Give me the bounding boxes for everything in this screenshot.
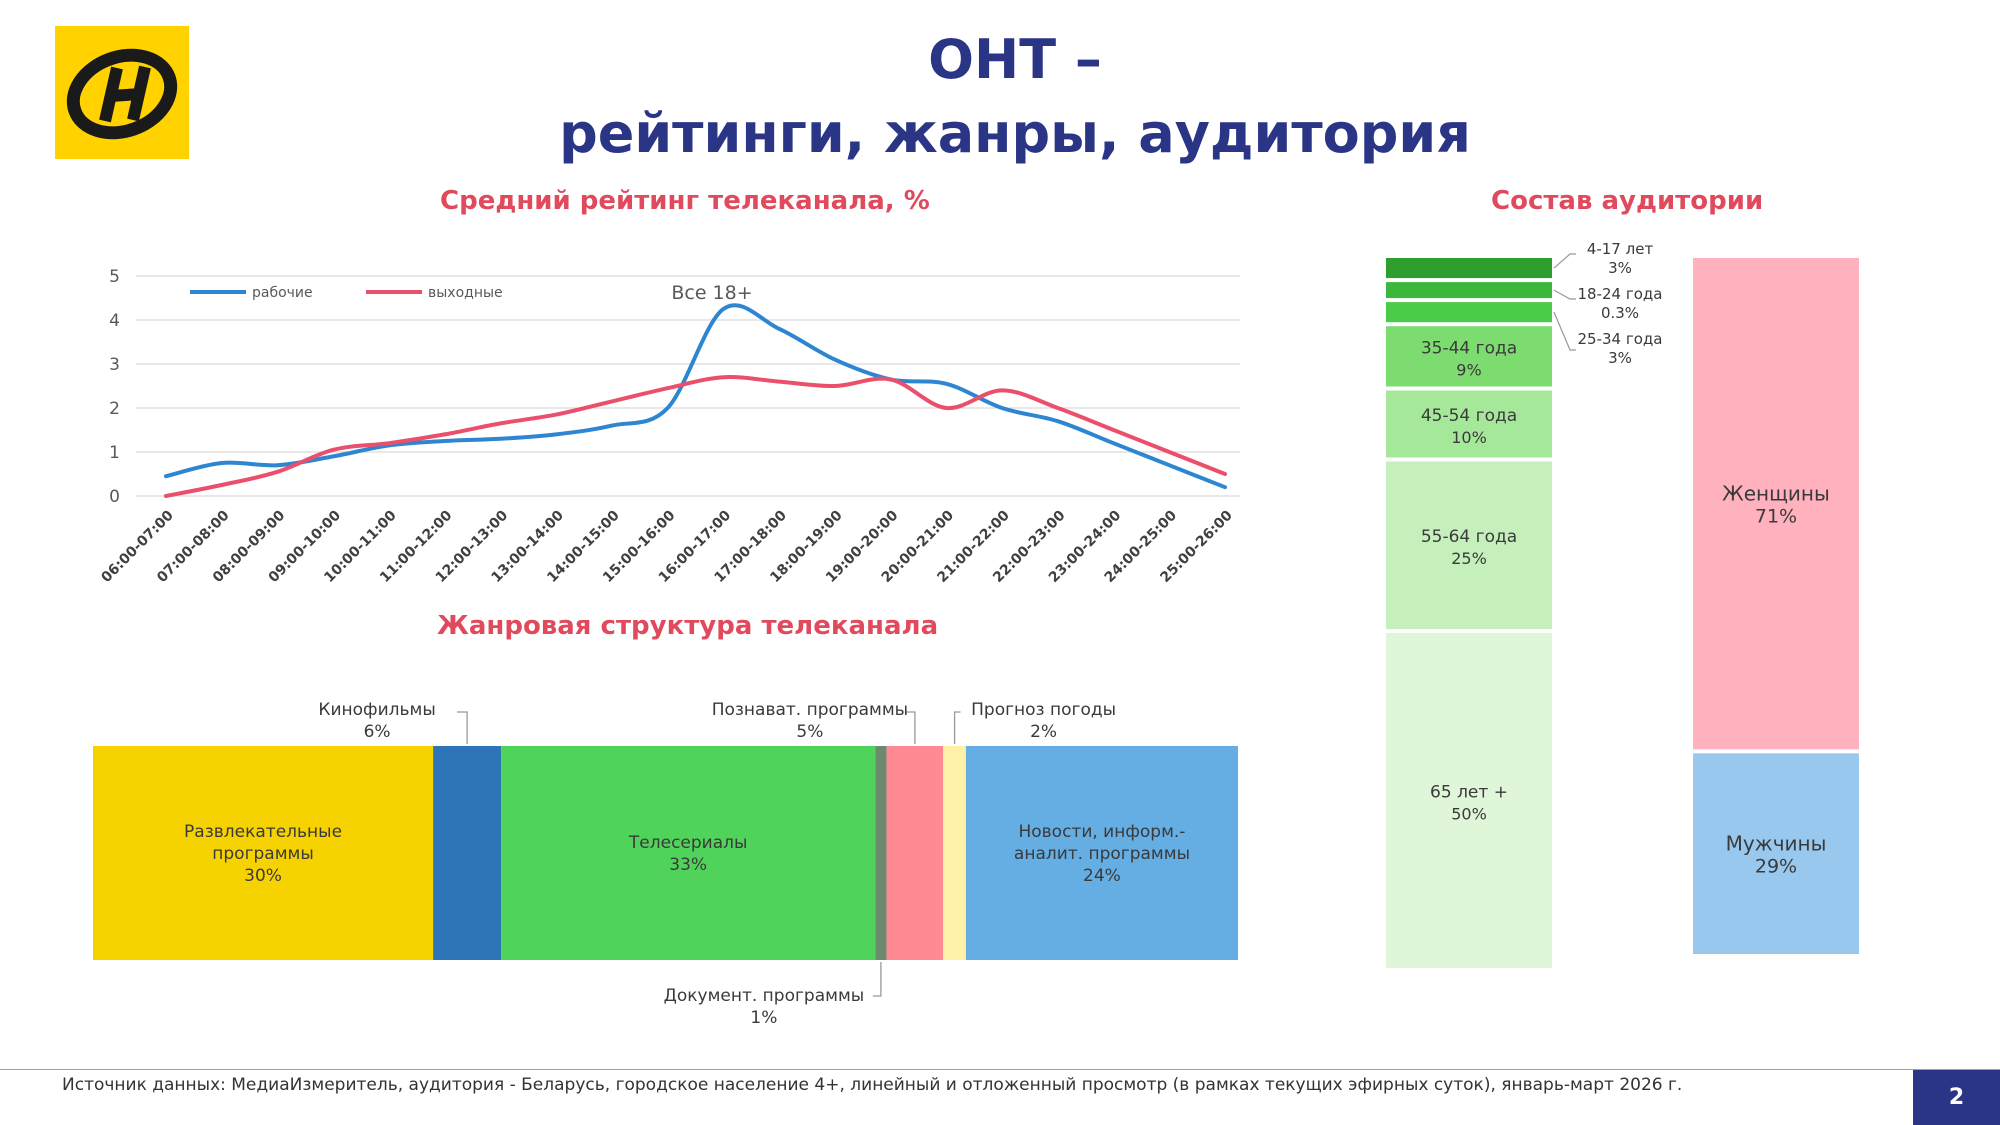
genre-value-label: 1% — [750, 1008, 777, 1028]
genre-value-label: 6% — [364, 722, 391, 742]
audience-label: Мужчины — [1726, 832, 1827, 856]
audience-value-label: 3% — [1608, 349, 1632, 367]
audience-value-label: 71% — [1755, 506, 1797, 528]
genre-segment-0 — [93, 746, 434, 960]
genre-leader-line — [953, 711, 961, 744]
legend-label: рабочие — [252, 285, 313, 301]
audience-label: 25-34 года — [1578, 330, 1663, 348]
genre-label: аналит. программы — [1014, 844, 1190, 864]
genre-label: 24% — [1083, 866, 1121, 886]
audience-segment — [1386, 258, 1552, 279]
genre-value-label: 5% — [796, 722, 823, 742]
audience-leader-line — [1553, 289, 1576, 300]
genre-value-label: 2% — [1030, 722, 1057, 742]
genre-label: Телесериалы — [628, 833, 748, 853]
genre-leader-line — [872, 962, 882, 997]
y-tick-label: 0 — [109, 487, 120, 507]
genre-segment-2 — [501, 746, 876, 960]
y-tick-label: 1 — [109, 443, 120, 463]
genre-chart-title: Жанровая структура телеканала — [437, 611, 939, 641]
rating-chart-title: Средний рейтинг телеканала, % — [440, 186, 930, 216]
audience-value-label: 29% — [1755, 856, 1797, 878]
audience-segment — [1386, 326, 1552, 387]
genre-label: Развлекательные — [184, 822, 342, 842]
genre-label: 30% — [244, 866, 282, 886]
y-tick-label: 2 — [109, 399, 120, 419]
audience-value-label: 0.3% — [1601, 304, 1639, 322]
audience-segment — [1693, 753, 1859, 954]
y-tick-label: 4 — [109, 311, 120, 331]
audience-segment — [1693, 258, 1859, 750]
chart-annotation: Все 18+ — [671, 282, 752, 304]
genre-segment-3 — [875, 746, 887, 960]
audience-label: 4-17 лет — [1587, 240, 1654, 258]
audience-leader-line — [1553, 311, 1576, 351]
genre-label: Кинофильмы — [318, 700, 435, 720]
audience-label: 45-54 года — [1421, 406, 1517, 426]
audience-segment — [1386, 461, 1552, 629]
audience-value-label: 50% — [1451, 804, 1487, 823]
audience-value-label: 10% — [1451, 428, 1487, 447]
genre-label: 33% — [669, 855, 707, 875]
genre-label: Новости, информ.- — [1018, 822, 1185, 842]
audience-value-label: 25% — [1451, 549, 1487, 568]
genre-leader-line — [457, 711, 468, 744]
audience-segment — [1386, 282, 1552, 299]
audience-value-label: 3% — [1608, 259, 1632, 277]
page-title: ОНТ – — [928, 28, 1102, 91]
audience-chart-title: Состав аудитории — [1491, 186, 1764, 216]
footer-divider — [0, 1069, 2000, 1070]
genre-leader-line — [904, 711, 916, 744]
ont-logo-icon — [66, 48, 178, 140]
genre-segment-1 — [433, 746, 502, 960]
rating-line-chart: 01234506:00-07:0007:00-08:0008:00-09:000… — [98, 267, 1240, 586]
audience-leader-line — [1553, 253, 1576, 269]
y-tick-label: 5 — [109, 267, 120, 287]
data-source-note: Источник данных: МедиаИзмеритель, аудито… — [62, 1075, 1683, 1095]
audience-label: 35-44 года — [1421, 338, 1517, 358]
genre-segment-4 — [886, 746, 944, 960]
page-subtitle: рейтинги, жанры, аудитория — [559, 102, 1471, 165]
legend-label: выходные — [428, 285, 503, 301]
audience-label: 18-24 года — [1578, 285, 1663, 303]
audience-label: 55-64 года — [1421, 527, 1517, 547]
genre-segment-6 — [965, 746, 1238, 960]
genre-segment-5 — [943, 746, 966, 960]
genre-label: Познават. программы — [712, 700, 908, 720]
genre-label: Прогноз погоды — [971, 700, 1116, 720]
audience-segment — [1386, 302, 1552, 323]
y-tick-label: 3 — [109, 355, 120, 375]
audience-label: 65 лет + — [1430, 782, 1508, 802]
series-line-weekends — [164, 375, 1227, 498]
genre-label: Документ. программы — [664, 986, 865, 1006]
page-number: 2 — [1913, 1070, 2000, 1125]
audience-value-label: 9% — [1456, 360, 1481, 379]
channel-logo — [55, 26, 189, 159]
series-line-workdays — [164, 303, 1227, 490]
audience-segment — [1386, 390, 1552, 458]
audience-label: Женщины — [1722, 482, 1830, 506]
audience-segment — [1386, 632, 1552, 968]
genre-label: программы — [212, 844, 314, 864]
